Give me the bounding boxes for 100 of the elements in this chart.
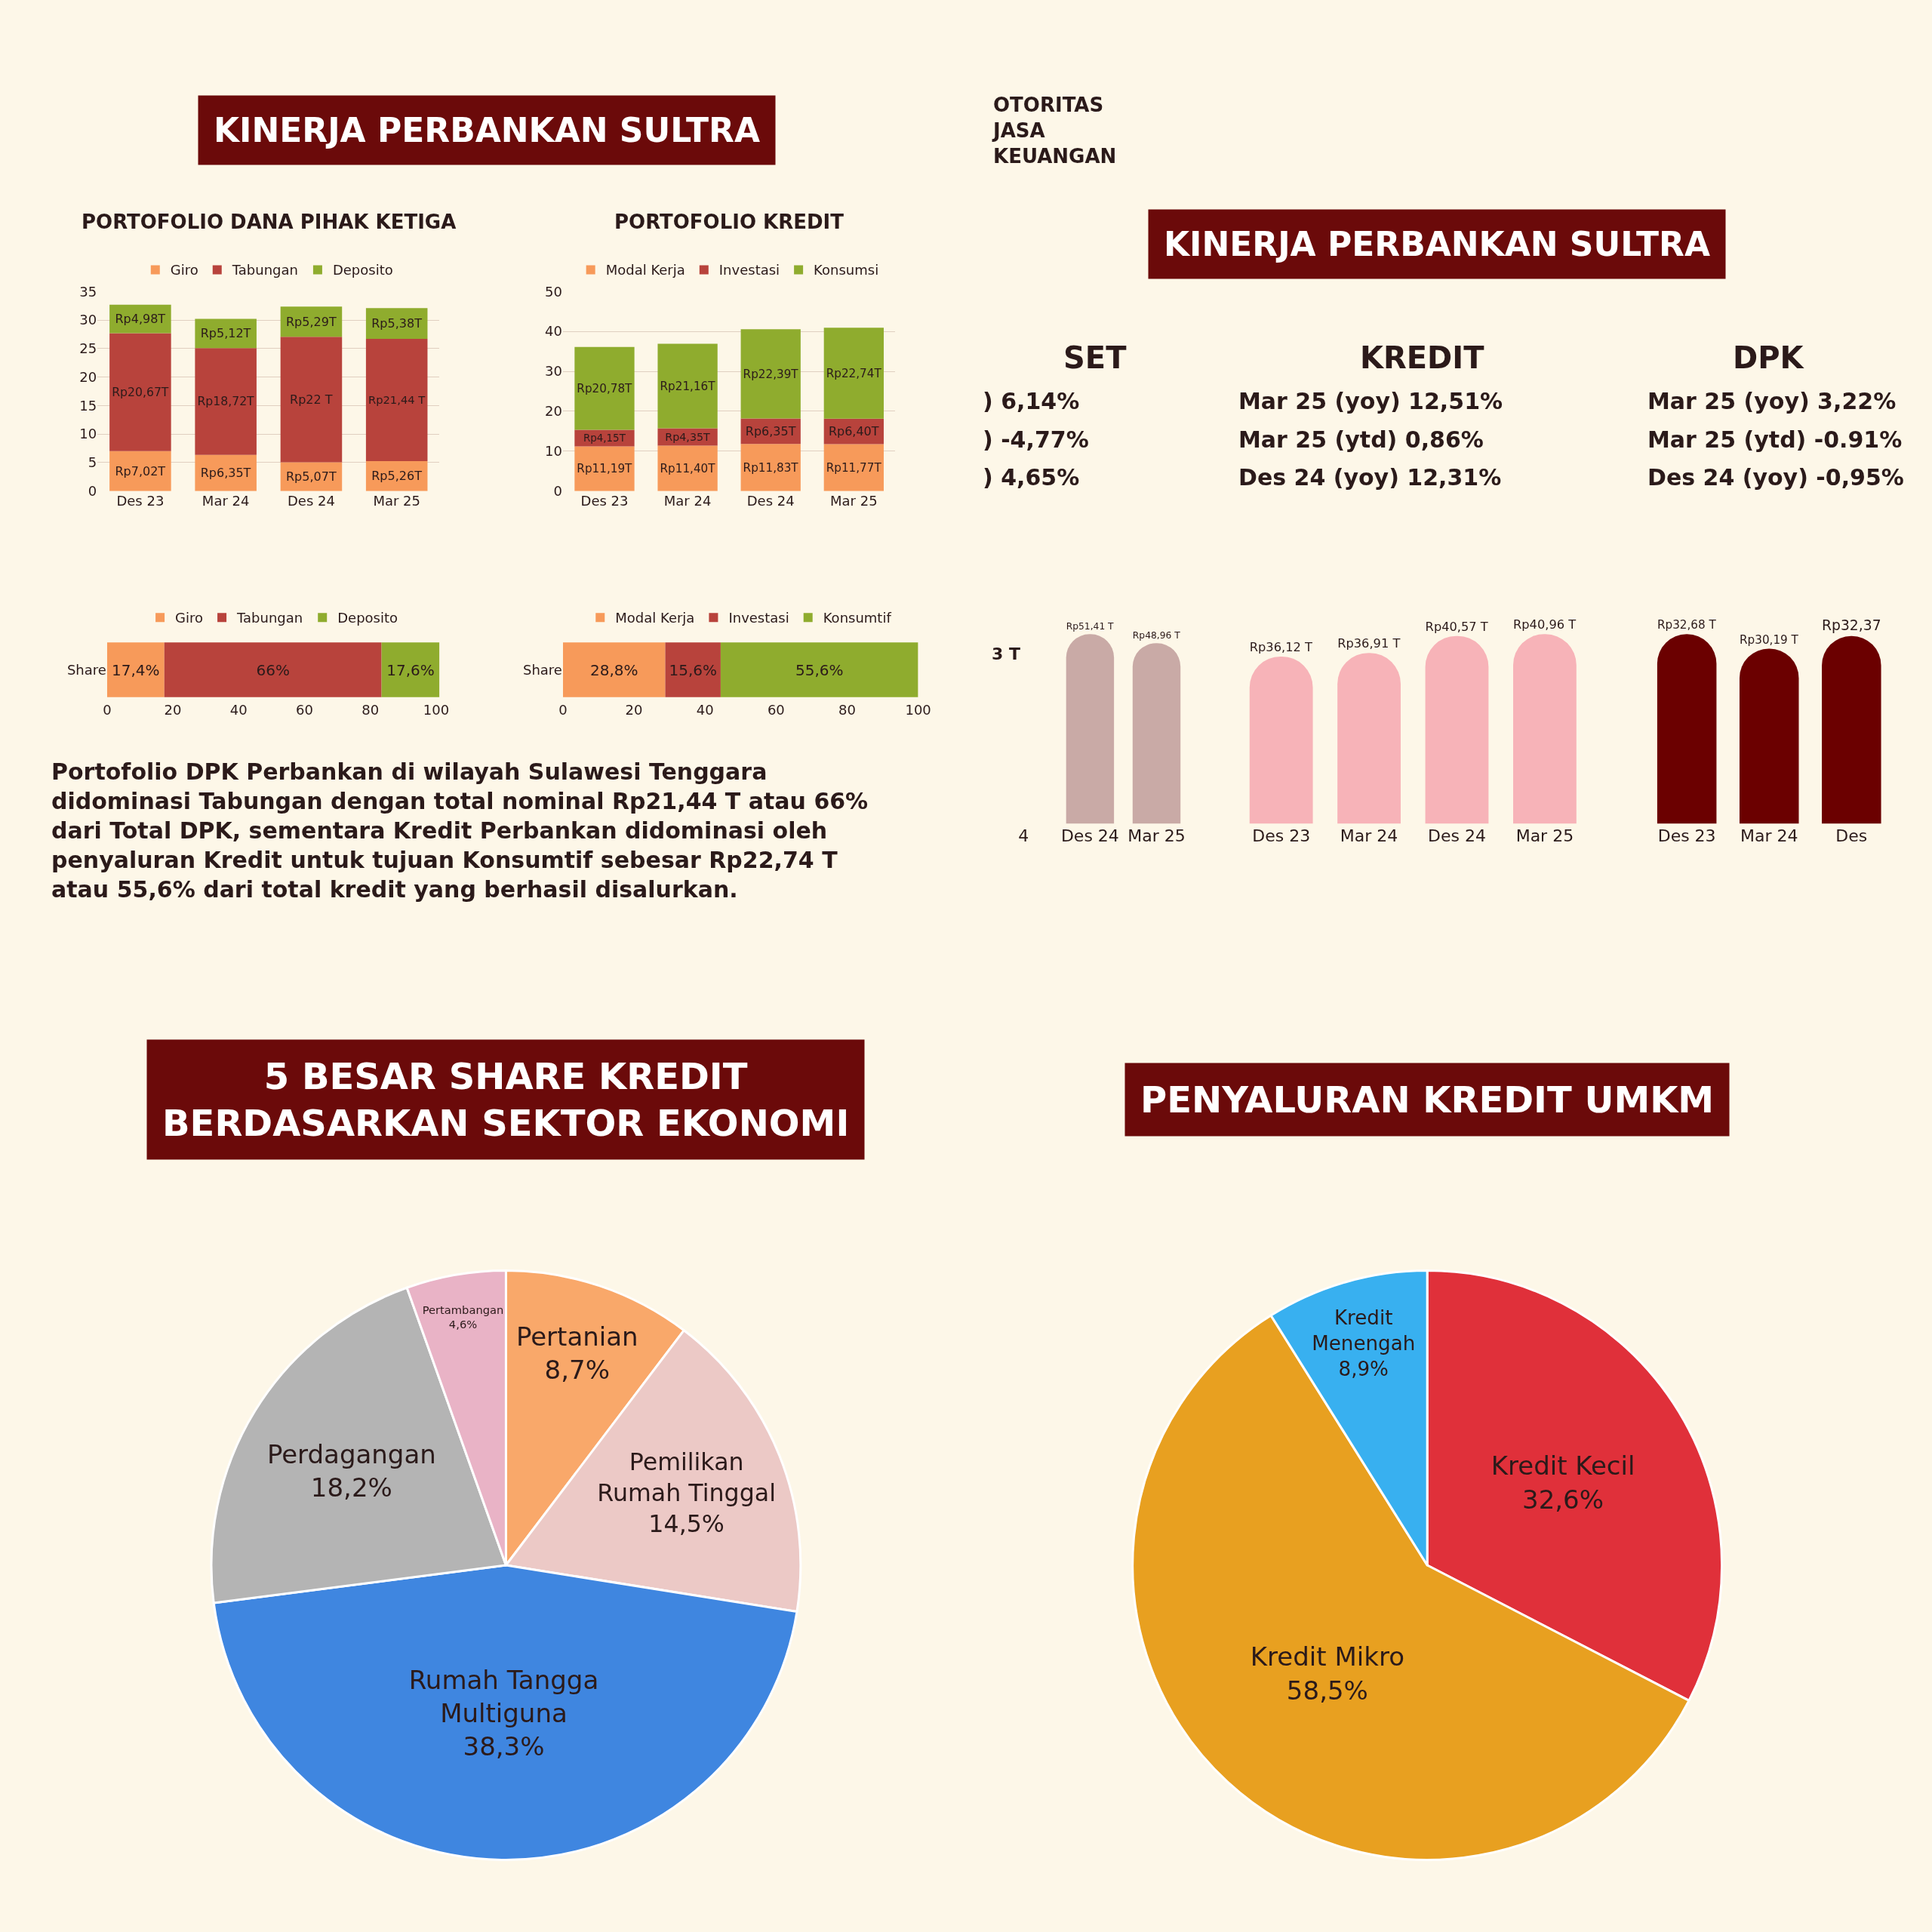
x-tick-label: Des 24 <box>1428 826 1486 845</box>
text: SET <box>1063 340 1128 375</box>
data-label: 28,8% <box>589 660 638 679</box>
data-label: Rp21,16T <box>660 379 716 393</box>
text: ) 6,14% <box>983 388 1080 414</box>
slice-label: Pemilikan Rumah Tinggal <box>597 1447 776 1507</box>
bar <box>562 642 666 697</box>
data-label: Rp4,15T <box>583 432 626 445</box>
x-tick-label: Des 24 <box>746 492 795 509</box>
bar <box>381 642 440 697</box>
chart-title: 5 BESAR SHARE KREDIT BERDASARKAN SEKTOR EKONOMI <box>162 1055 850 1145</box>
text: Des 24 (yoy) 12,31% <box>1238 464 1502 491</box>
slice-label: Pertanian <box>515 1321 638 1352</box>
x-tick-label: 100 <box>905 701 931 718</box>
data-label: 55,6% <box>795 660 844 679</box>
data-label: 17,4% <box>112 660 160 679</box>
text: Mar 25 (ytd) -0.91% <box>1647 426 1903 453</box>
y-tick-label: 25 <box>79 340 97 357</box>
bar <box>740 329 801 419</box>
y-tick-label: 10 <box>545 443 562 460</box>
legend-label: Investasi <box>718 262 780 278</box>
data-label: Rp5,29T <box>285 314 337 329</box>
x-tick-label: 20 <box>625 701 643 718</box>
data-label: 17,6% <box>386 660 435 679</box>
y-tick-label: 20 <box>79 368 97 385</box>
data-label: Rp40,96 T <box>1513 617 1577 632</box>
bar <box>740 444 801 491</box>
x-tick-label: Des 24 <box>1060 826 1119 845</box>
data-label: Rp36,12 T <box>1249 639 1312 654</box>
bar <box>109 333 171 451</box>
data-label: Rp22 T <box>290 392 333 407</box>
bar <box>195 348 257 455</box>
bar <box>109 451 171 491</box>
data-label: Rp6,40T <box>828 424 879 439</box>
bar <box>657 445 718 491</box>
x-tick-label: Des 24 <box>287 492 335 509</box>
slice-label: Perdagangan <box>266 1438 436 1469</box>
data-label: 38,3% <box>463 1731 545 1762</box>
y-tick-label: 5 <box>88 454 97 471</box>
legend-label: Modal Kerja <box>615 610 695 626</box>
legend-label: Konsumsi <box>814 262 879 278</box>
legend-label: Tabungan <box>236 610 303 626</box>
data-label: Rp6,35T <box>200 466 251 481</box>
legend-label: Konsumtif <box>823 610 892 626</box>
bar <box>720 642 918 697</box>
slice-label: Pertambangan <box>422 1303 504 1316</box>
legend-label: Giro <box>175 610 204 626</box>
chart-title: PORTOFOLIO KREDIT <box>614 211 844 233</box>
x-tick-label: 0 <box>103 701 112 718</box>
text: ) 4,65% <box>983 464 1080 491</box>
x-tick-label: 20 <box>164 701 182 718</box>
data-label: 15,6% <box>669 660 717 679</box>
bar <box>823 328 884 419</box>
data-label: Rp30,19 T <box>1740 632 1799 647</box>
data-label: Rp4,98T <box>115 312 166 327</box>
legend-label: Deposito <box>332 262 393 278</box>
y-tick-label: 40 <box>545 323 562 340</box>
data-label: Rp51,41 T <box>1066 621 1115 632</box>
x-tick-label: Des 23 <box>1657 826 1716 845</box>
data-label: Rp22,39T <box>743 367 799 381</box>
y-tick-label: 50 <box>545 283 562 300</box>
legend-label: Deposito <box>337 610 398 626</box>
y-tick-label: 10 <box>79 426 97 442</box>
bar <box>574 346 635 430</box>
text: KINERJA PERBANKAN SULTRA <box>1164 225 1710 263</box>
data-label: Rp32,68 T <box>1657 618 1717 632</box>
data-label: 66% <box>256 660 290 679</box>
data-label: Rp11,77T <box>826 460 882 475</box>
legend-label: Giro <box>170 262 198 278</box>
y-tick-label: 20 <box>545 403 562 420</box>
data-label: Rp11,83T <box>743 460 799 475</box>
data-label: Rp5,26T <box>371 469 423 484</box>
x-tick-label: Mar 24 <box>202 492 250 509</box>
x-tick-label: 4 <box>1018 826 1029 845</box>
data-label: 4,6% <box>448 1318 478 1331</box>
data-label: Rp20,67T <box>112 384 169 399</box>
data-label: Rp32,37 <box>1822 617 1881 634</box>
data-label: Rp11,40T <box>660 461 716 475</box>
x-tick-label: 80 <box>361 701 380 718</box>
slice-label: Kredit Kecil <box>1491 1451 1635 1481</box>
data-label: Rp11,19T <box>577 462 633 476</box>
legend-label: Modal Kerja <box>605 262 685 278</box>
slice-label: Kredit Mikro <box>1250 1641 1404 1672</box>
text: Des 24 (yoy) -0,95% <box>1647 464 1904 491</box>
text: KINERJA PERBANKAN SULTRA <box>214 111 760 149</box>
x-tick-label: 60 <box>767 701 785 718</box>
x-tick-label: 40 <box>696 701 714 718</box>
bar <box>164 642 382 697</box>
slice-label: Rumah Tangga Multiguna <box>408 1664 599 1729</box>
bar <box>574 446 635 491</box>
data-label: 18,2% <box>310 1472 392 1503</box>
data-label: 8,9% <box>1338 1358 1389 1381</box>
y-tick-label: 15 <box>79 397 97 414</box>
bar <box>665 642 721 697</box>
text: Mar 25 (ytd) 0,86% <box>1238 426 1484 453</box>
x-tick-label: Mar 25 <box>373 492 420 509</box>
data-label: Rp6,35T <box>745 423 796 438</box>
x-tick-label: 40 <box>229 701 248 718</box>
data-label: 8,7% <box>544 1355 610 1386</box>
x-tick-label: Mar 25 <box>1515 826 1574 845</box>
